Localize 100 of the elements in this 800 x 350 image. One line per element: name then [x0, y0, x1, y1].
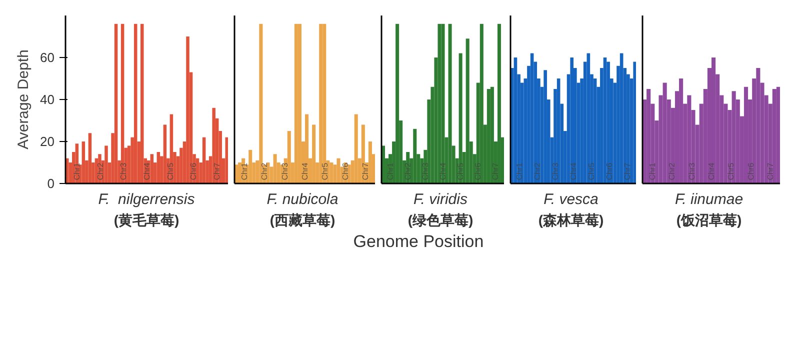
bar	[606, 62, 610, 184]
annotation: Chr4	[300, 162, 310, 180]
bar	[438, 24, 442, 184]
annotation: Chr4	[569, 162, 578, 180]
bar	[202, 137, 206, 184]
bar	[163, 124, 167, 184]
annotation: Chr6	[605, 162, 614, 180]
annotation: Chr6	[746, 162, 756, 180]
annotation: Chr5	[320, 162, 330, 180]
bar	[776, 86, 780, 184]
annotation: Chr1	[240, 162, 250, 180]
annotation: Chr5	[166, 162, 175, 180]
annotation: Chr5	[456, 162, 466, 180]
bar	[646, 89, 651, 184]
bar	[679, 78, 684, 184]
annotation: Chr3	[551, 162, 560, 180]
bar	[140, 24, 144, 184]
bar	[186, 36, 190, 184]
annotation: Chr4	[438, 162, 448, 180]
bar	[530, 53, 534, 184]
bar	[134, 24, 138, 184]
bar	[248, 150, 252, 184]
annotation: Chr4	[142, 162, 152, 180]
bar	[441, 24, 445, 184]
y-tick-label: 0	[47, 176, 55, 191]
bar	[156, 152, 160, 184]
bar	[480, 24, 484, 184]
bar	[368, 142, 372, 184]
bar	[259, 24, 263, 184]
annotation: Chr1	[72, 162, 82, 180]
bar	[82, 142, 86, 184]
bar	[330, 162, 334, 184]
bar	[114, 24, 118, 184]
y-tick-label: 40	[40, 92, 55, 107]
bar	[448, 24, 452, 184]
text: (绿色草莓)	[408, 211, 474, 230]
bar	[744, 86, 748, 184]
bar	[662, 82, 667, 184]
bar	[772, 89, 776, 184]
text: (饭沼草莓)	[676, 211, 742, 230]
annotation: Chr6	[189, 162, 198, 180]
bar	[225, 137, 228, 184]
annotation: Chr7	[360, 162, 370, 180]
bar	[266, 162, 270, 184]
y-tick-label: 20	[40, 134, 55, 149]
y-tick-label: 60	[40, 50, 55, 65]
bar	[466, 38, 470, 184]
bar	[620, 53, 624, 184]
bar	[490, 86, 494, 184]
bar	[396, 24, 400, 184]
annotation: Chr1	[515, 162, 524, 180]
annotation: Chr2	[533, 162, 542, 180]
annotation: Chr2	[96, 162, 105, 180]
annotation: Chr7	[766, 162, 776, 180]
annotation: Chr7	[623, 162, 632, 180]
annotation: Chr2	[403, 162, 412, 180]
annotation: Chr5	[726, 162, 736, 180]
text: F. iinumae	[674, 190, 744, 210]
bar	[497, 24, 501, 184]
bar	[732, 91, 736, 184]
bar	[544, 70, 547, 184]
text: F. nubicola	[266, 190, 338, 210]
bar	[104, 146, 108, 184]
annotation: Chr7	[212, 162, 222, 180]
bar	[212, 108, 216, 184]
text: (森林草莓)	[538, 211, 604, 230]
bar	[298, 24, 302, 184]
bar	[354, 114, 358, 184]
bar	[88, 133, 92, 184]
annotation: Chr3	[420, 162, 430, 180]
annotation: Chr4	[707, 162, 716, 180]
bar	[458, 53, 462, 184]
y-axis-title: Average Depth	[15, 50, 32, 150]
text: F. viridis	[414, 190, 468, 210]
annotation: Chr1	[648, 162, 657, 180]
annotation: Chr3	[119, 162, 128, 180]
annotation: Chr3	[687, 162, 696, 180]
bar	[322, 24, 326, 184]
bar	[150, 154, 154, 184]
bar	[486, 89, 490, 184]
bar	[319, 24, 323, 184]
text: F. vesca	[544, 190, 598, 210]
annotation: Chr6	[340, 162, 350, 180]
bar	[336, 158, 340, 184]
text: F. nilgerrensis	[98, 190, 195, 210]
bar	[294, 24, 298, 184]
annotation: Chr2	[260, 162, 270, 180]
x-axis-title: Genome Position	[353, 231, 484, 254]
bar	[603, 58, 607, 184]
bar	[287, 131, 291, 184]
annotation: Chr3	[280, 162, 290, 180]
annotation: Chr5	[587, 162, 596, 180]
annotation: Chr2	[668, 162, 677, 180]
bar	[312, 124, 316, 184]
annotation: Chr6	[474, 162, 483, 180]
text: (黄毛草莓)	[114, 211, 180, 230]
bar	[413, 128, 417, 184]
bar	[756, 68, 760, 184]
bar	[633, 62, 636, 184]
text: (西藏草莓)	[270, 211, 336, 230]
